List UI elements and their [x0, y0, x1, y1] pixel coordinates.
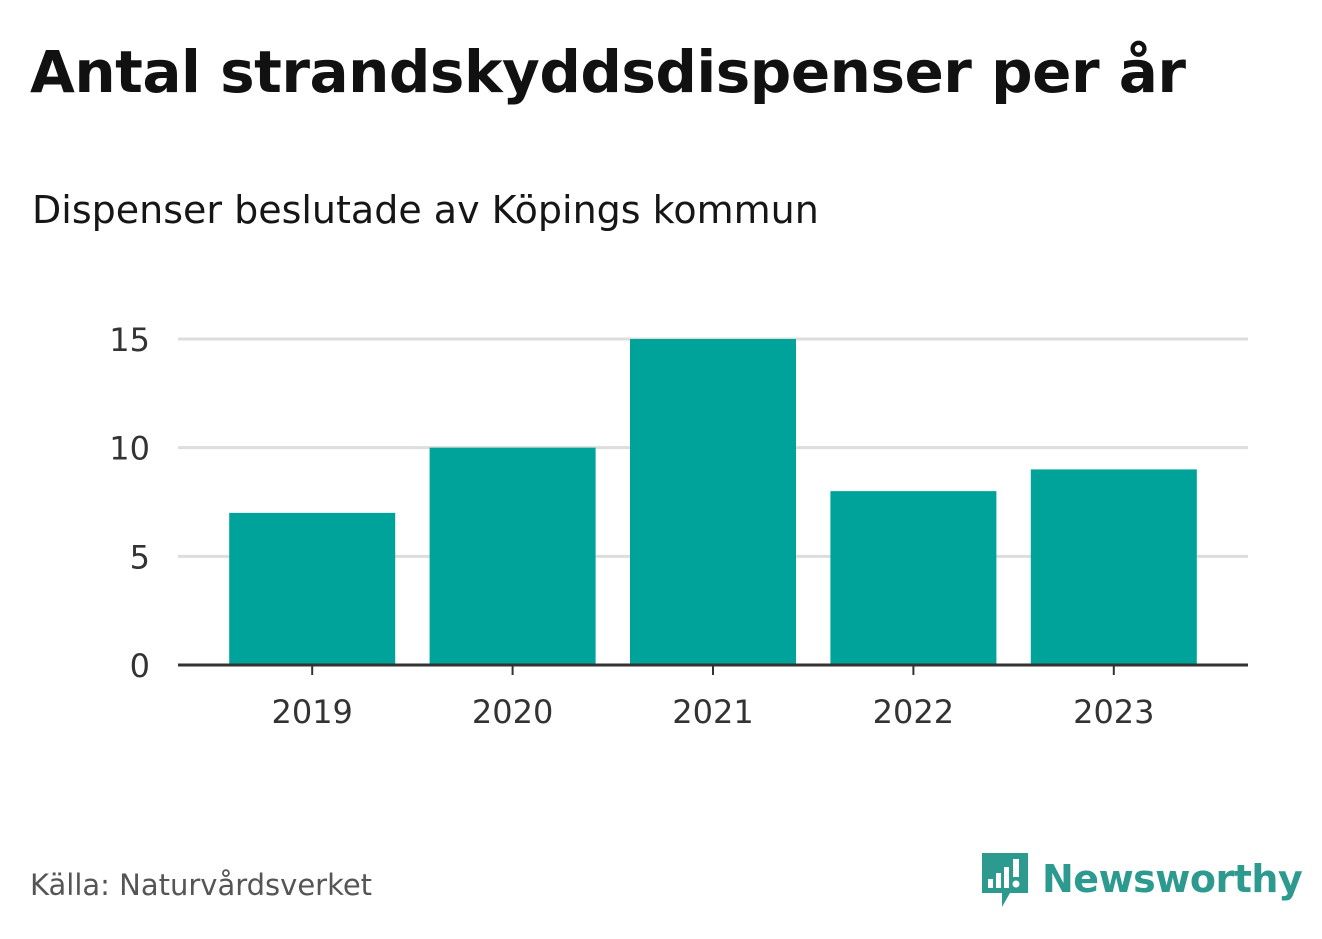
y-tick-label: 15 — [109, 321, 150, 359]
newsworthy-logo: Newsworthy — [980, 848, 1303, 910]
x-tick-label: 2019 — [271, 693, 352, 731]
bar-2019 — [229, 512, 396, 665]
chart-subtitle: Dispenser beslutade av Köpings kommun — [32, 188, 819, 232]
y-tick-label: 5 — [130, 538, 150, 576]
x-tick-label: 2022 — [873, 693, 954, 731]
chart-title: Antal strandskyddsdispenser per år — [30, 38, 1186, 106]
bar-2022 — [830, 491, 997, 665]
x-tick-label: 2020 — [472, 693, 553, 731]
chart-speech-bubble-icon — [982, 853, 1028, 907]
bar-2023 — [1030, 469, 1197, 665]
x-tick-label: 2021 — [672, 693, 753, 731]
source-note: Källa: Naturvårdsverket — [30, 868, 373, 902]
y-tick-label: 10 — [109, 430, 150, 468]
brand-name: Newsworthy — [1042, 857, 1303, 901]
y-tick-label: 0 — [130, 647, 150, 685]
x-tick-label: 2023 — [1073, 693, 1154, 731]
bar-2020 — [429, 447, 596, 665]
bar-2021 — [630, 339, 796, 665]
